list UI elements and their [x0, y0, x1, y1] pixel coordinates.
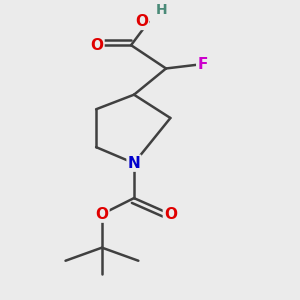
Text: O: O	[91, 38, 103, 53]
Text: N: N	[128, 156, 140, 171]
Text: O: O	[164, 207, 177, 222]
Text: O: O	[95, 207, 108, 222]
Text: F: F	[197, 57, 208, 72]
Text: H: H	[156, 4, 167, 17]
Text: O: O	[136, 14, 148, 29]
